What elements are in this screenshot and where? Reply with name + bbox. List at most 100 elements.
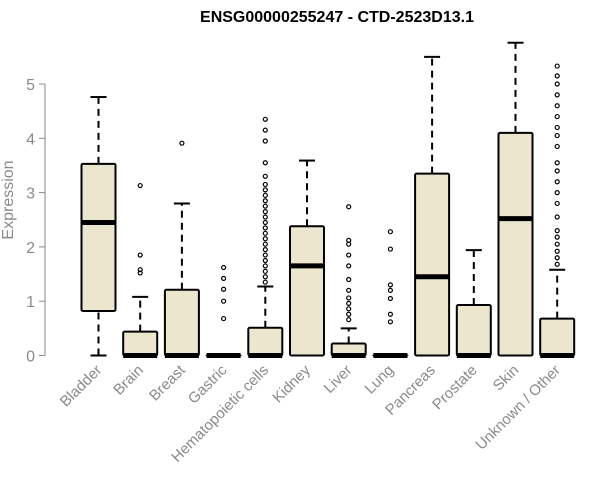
outlier-point xyxy=(387,246,393,252)
outlier-point xyxy=(262,252,268,258)
outlier-point xyxy=(554,124,560,131)
outlier-point xyxy=(346,204,352,210)
outlier-point xyxy=(554,113,560,120)
outlier-point xyxy=(346,317,352,323)
outlier-point xyxy=(554,73,560,79)
outlier-point xyxy=(262,116,268,122)
outlier-point xyxy=(387,295,393,302)
outlier-point xyxy=(262,257,268,264)
box-group xyxy=(80,96,117,357)
outlier-point xyxy=(262,181,268,188)
outlier-point xyxy=(262,279,268,285)
outlier-point xyxy=(221,264,227,271)
y-axis: 0 1 2 3 4 5 xyxy=(26,77,46,366)
outlier-point xyxy=(554,132,560,139)
outlier-point xyxy=(346,276,352,283)
boxes-layer xyxy=(80,41,576,358)
outlier-point xyxy=(554,261,560,267)
outlier-point xyxy=(262,187,268,193)
box-iqr xyxy=(289,225,325,357)
outlier-point xyxy=(262,263,268,269)
outlier-point xyxy=(387,282,393,288)
box-group xyxy=(539,63,576,358)
outlier-point xyxy=(346,295,352,301)
outlier-point xyxy=(387,319,393,325)
y-tick-label: 1 xyxy=(26,294,35,311)
y-tick-label: 5 xyxy=(26,77,35,94)
outlier-point xyxy=(346,300,352,306)
outlier-point xyxy=(554,214,560,220)
outlier-point xyxy=(262,209,268,215)
outlier-point xyxy=(554,81,560,87)
outlier-point xyxy=(554,143,560,150)
x-tick-label: Kidney xyxy=(269,361,314,406)
outlier-point xyxy=(346,311,352,317)
outlier-point xyxy=(554,103,560,109)
outlier-point xyxy=(262,138,268,144)
box-iqr xyxy=(122,330,159,357)
box-group xyxy=(414,55,451,357)
outlier-point xyxy=(346,306,352,312)
outlier-point xyxy=(262,192,268,198)
outlier-point xyxy=(137,267,143,273)
chart-title: ENSG00000255247 - CTD-2523D13.1 xyxy=(200,9,474,26)
outlier-point xyxy=(346,237,352,243)
outlier-point xyxy=(554,190,560,196)
outlier-point xyxy=(137,252,143,258)
box-iqr xyxy=(163,288,200,357)
outlier-point xyxy=(387,311,393,317)
outlier-point xyxy=(179,140,185,146)
x-tick-label: Prostate xyxy=(429,362,481,414)
outlier-point xyxy=(554,168,560,174)
box-group xyxy=(497,41,534,357)
box-group xyxy=(455,249,492,358)
outlier-point xyxy=(262,225,268,231)
box-iqr xyxy=(539,317,576,357)
y-axis-label: Expression xyxy=(0,160,17,239)
outlier-point xyxy=(554,228,560,234)
outlier-point xyxy=(137,270,143,276)
box-iqr xyxy=(247,326,284,357)
outlier-point xyxy=(262,247,268,253)
outlier-point xyxy=(554,255,560,261)
outlier-point xyxy=(262,219,268,226)
outlier-point xyxy=(262,274,268,280)
box-group xyxy=(372,229,409,358)
outlier-point xyxy=(346,263,352,269)
x-tick-label: Breast xyxy=(146,361,189,404)
box-group xyxy=(247,116,284,358)
box-group xyxy=(289,159,325,357)
outlier-point xyxy=(262,203,268,209)
outlier-point xyxy=(554,179,560,185)
outlier-point xyxy=(554,248,560,254)
outlier-point xyxy=(554,234,560,240)
x-tick-label: Liver xyxy=(321,362,356,397)
box-iqr xyxy=(80,162,117,312)
outlier-point xyxy=(262,230,268,236)
outlier-point xyxy=(221,286,227,292)
outlier-point xyxy=(387,229,393,235)
y-tick-label: 3 xyxy=(26,186,35,203)
x-tick-label: Bladder xyxy=(57,362,106,411)
outlier-point xyxy=(262,198,268,204)
box-group xyxy=(163,140,200,358)
outlier-point xyxy=(346,252,352,258)
outlier-point xyxy=(554,63,560,69)
x-tick-label: Lung xyxy=(362,362,398,398)
box-group xyxy=(330,204,367,358)
box-iqr xyxy=(414,172,451,357)
outlier-point xyxy=(262,214,268,220)
outlier-point xyxy=(262,127,268,133)
y-tick-label: 0 xyxy=(26,349,35,366)
y-tick-label: 4 xyxy=(26,131,35,148)
outlier-point xyxy=(554,92,560,98)
outlier-point xyxy=(346,287,352,293)
outlier-point xyxy=(262,173,268,179)
outlier-point xyxy=(554,160,560,166)
x-tick-label: Skin xyxy=(490,362,523,395)
box-group xyxy=(122,182,159,358)
outlier-point xyxy=(262,268,268,274)
outlier-point xyxy=(554,200,560,207)
